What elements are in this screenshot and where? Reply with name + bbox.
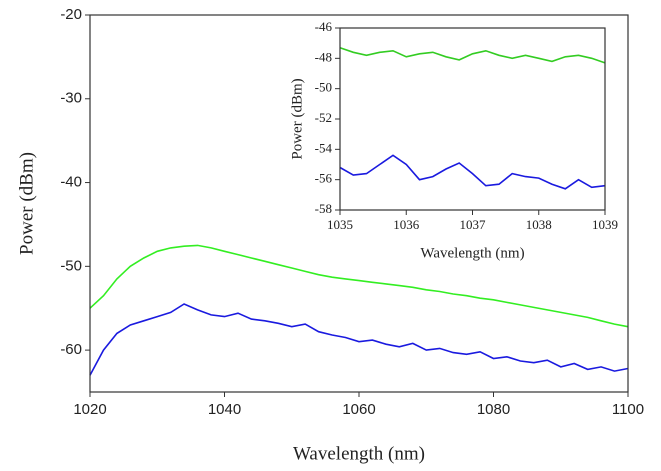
y-tick-label: -46: [315, 19, 333, 34]
x-tick-label: 1035: [327, 217, 353, 232]
inset-background: [340, 28, 605, 210]
series-line: [339, 154, 606, 190]
x-tick-label: 1037: [460, 217, 487, 232]
y-axis-label: Power (dBm): [289, 78, 305, 159]
y-axis-label: Power (dBm): [16, 152, 37, 255]
series-line: [339, 46, 606, 64]
y-tick-label: -54: [315, 140, 333, 155]
y-tick-label: -50: [60, 257, 82, 274]
y-tick-label: -50: [315, 80, 332, 95]
x-tick-label: 1020: [73, 401, 106, 418]
y-tick-label: -30: [60, 90, 82, 107]
x-tick-label: 1040: [208, 401, 241, 418]
y-tick-label: -60: [60, 341, 82, 358]
y-tick-label: -40: [60, 174, 82, 191]
x-tick-label: 1036: [393, 217, 420, 232]
x-axis-label: Wavelength (nm): [293, 443, 425, 464]
y-tick-label: -58: [315, 201, 332, 216]
y-tick-label: -20: [60, 6, 82, 23]
series-line: [89, 303, 629, 376]
x-tick-label: 1060: [342, 401, 375, 418]
x-tick-label: 1038: [526, 217, 552, 232]
series-line: [89, 244, 629, 328]
x-tick-label: 1039: [592, 217, 618, 232]
x-tick-label: 1080: [477, 401, 510, 418]
y-tick-label: -48: [315, 49, 332, 64]
x-tick-label: 1100: [612, 401, 644, 418]
x-axis-label: Wavelength (nm): [420, 245, 524, 261]
y-tick-label: -52: [315, 110, 332, 125]
y-tick-label: -56: [315, 171, 333, 186]
